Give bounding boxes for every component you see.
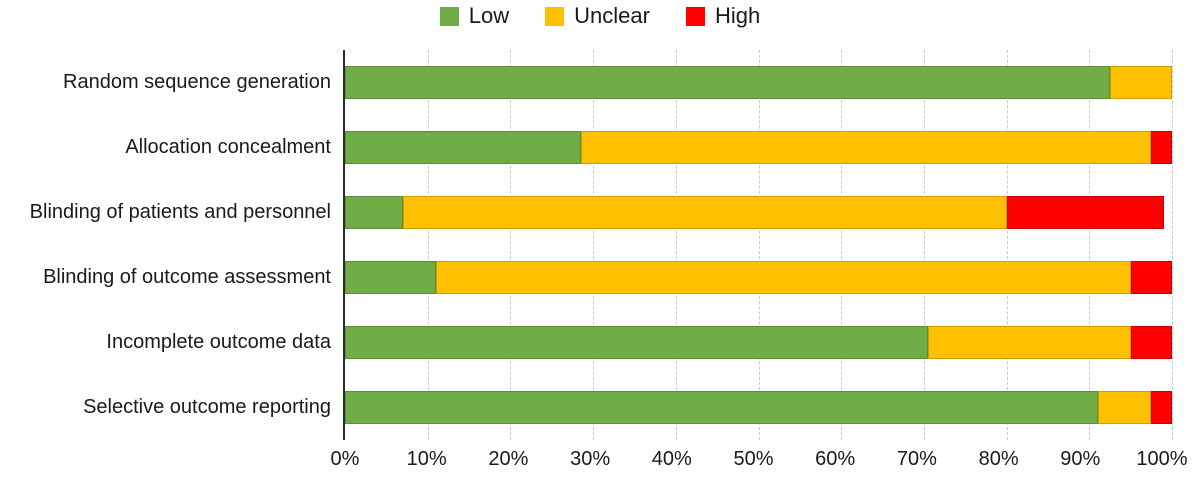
bar-row bbox=[345, 245, 1172, 310]
bar-segment-high bbox=[1151, 391, 1172, 424]
plot-area bbox=[343, 50, 1173, 440]
legend-swatch-high-icon bbox=[685, 6, 705, 26]
bar-segment-unclear bbox=[1097, 391, 1152, 424]
bar-segment-high bbox=[1006, 196, 1164, 229]
x-tick-label: 30% bbox=[570, 448, 611, 470]
legend-swatch-low-icon bbox=[439, 6, 459, 26]
bar-row bbox=[345, 180, 1172, 245]
bar-row bbox=[345, 310, 1172, 375]
bar-segment-unclear bbox=[1109, 66, 1172, 99]
x-tick-label: 20% bbox=[488, 448, 529, 470]
stacked-bar bbox=[345, 261, 1172, 294]
gridline-80pct bbox=[1006, 50, 1008, 440]
gridline-60pct bbox=[841, 50, 843, 440]
gridline-100pct bbox=[1172, 50, 1173, 440]
legend-item-unclear: Unclear bbox=[545, 3, 650, 29]
gridline-70pct bbox=[923, 50, 925, 440]
x-tick-label: 100% bbox=[1136, 448, 1188, 470]
x-tick-label: 80% bbox=[978, 448, 1019, 470]
bar-segment-low bbox=[345, 391, 1098, 424]
legend-label-high: High bbox=[714, 3, 761, 28]
x-tick-label: 60% bbox=[815, 448, 856, 470]
bar-segment-unclear bbox=[928, 326, 1131, 359]
bar-segment-low bbox=[345, 66, 1110, 99]
bar-segment-unclear bbox=[402, 196, 1007, 229]
stacked-bar bbox=[345, 131, 1172, 164]
legend-label-low: Low bbox=[468, 3, 510, 28]
stacked-bar bbox=[345, 66, 1172, 99]
gridline-10pct bbox=[427, 50, 429, 440]
gridline-50pct bbox=[758, 50, 760, 440]
bar-row bbox=[345, 115, 1172, 180]
legend-item-high: High bbox=[685, 3, 761, 29]
bar-segment-low bbox=[345, 131, 581, 164]
category-label: Blinding of outcome assessment bbox=[43, 266, 331, 288]
x-axis-tick-labels: 0% 10% 20% 30% 40% 50% 60% 70% 80% 90% 100% bbox=[331, 446, 1188, 476]
bar-segment-high bbox=[1130, 326, 1172, 359]
bar-segment-low bbox=[345, 261, 436, 294]
bar-rows bbox=[345, 50, 1172, 440]
bar-segment-unclear bbox=[580, 131, 1152, 164]
gridline-30pct bbox=[593, 50, 595, 440]
x-tick-label: 0% bbox=[330, 448, 360, 470]
bar-row bbox=[345, 375, 1172, 440]
bar-segment-high bbox=[1130, 261, 1172, 294]
bar-segment-unclear bbox=[435, 261, 1131, 294]
gridline-20pct bbox=[510, 50, 512, 440]
category-label: Selective outcome reporting bbox=[83, 396, 331, 418]
chart-body: Random sequence generation Allocation con… bbox=[0, 50, 1173, 440]
legend-swatch-unclear-icon bbox=[545, 6, 565, 26]
category-label: Allocation concealment bbox=[125, 136, 331, 158]
x-tick-label: 70% bbox=[896, 448, 937, 470]
legend-item-low: Low bbox=[439, 3, 510, 29]
bar-segment-low bbox=[345, 326, 929, 359]
gridline-40pct bbox=[675, 50, 677, 440]
stacked-bar bbox=[345, 391, 1172, 424]
gridline-90pct bbox=[1089, 50, 1091, 440]
bar-segment-high bbox=[1151, 131, 1172, 164]
category-label: Incomplete outcome data bbox=[106, 331, 331, 353]
bar-segment-low bbox=[345, 196, 403, 229]
chart-legend: Low Unclear High bbox=[0, 0, 1200, 32]
stacked-bar bbox=[345, 196, 1172, 229]
x-tick-label: 50% bbox=[733, 448, 774, 470]
stacked-bar bbox=[345, 326, 1172, 359]
x-tick-label: 40% bbox=[651, 448, 692, 470]
legend-label-unclear: Unclear bbox=[574, 3, 650, 28]
category-label: Random sequence generation bbox=[63, 71, 331, 93]
category-labels: Random sequence generation Allocation con… bbox=[0, 50, 343, 440]
x-tick-label: 90% bbox=[1060, 448, 1101, 470]
bar-row bbox=[345, 50, 1172, 115]
category-label: Blinding of patients and personnel bbox=[29, 201, 331, 223]
x-tick-label: 10% bbox=[406, 448, 447, 470]
